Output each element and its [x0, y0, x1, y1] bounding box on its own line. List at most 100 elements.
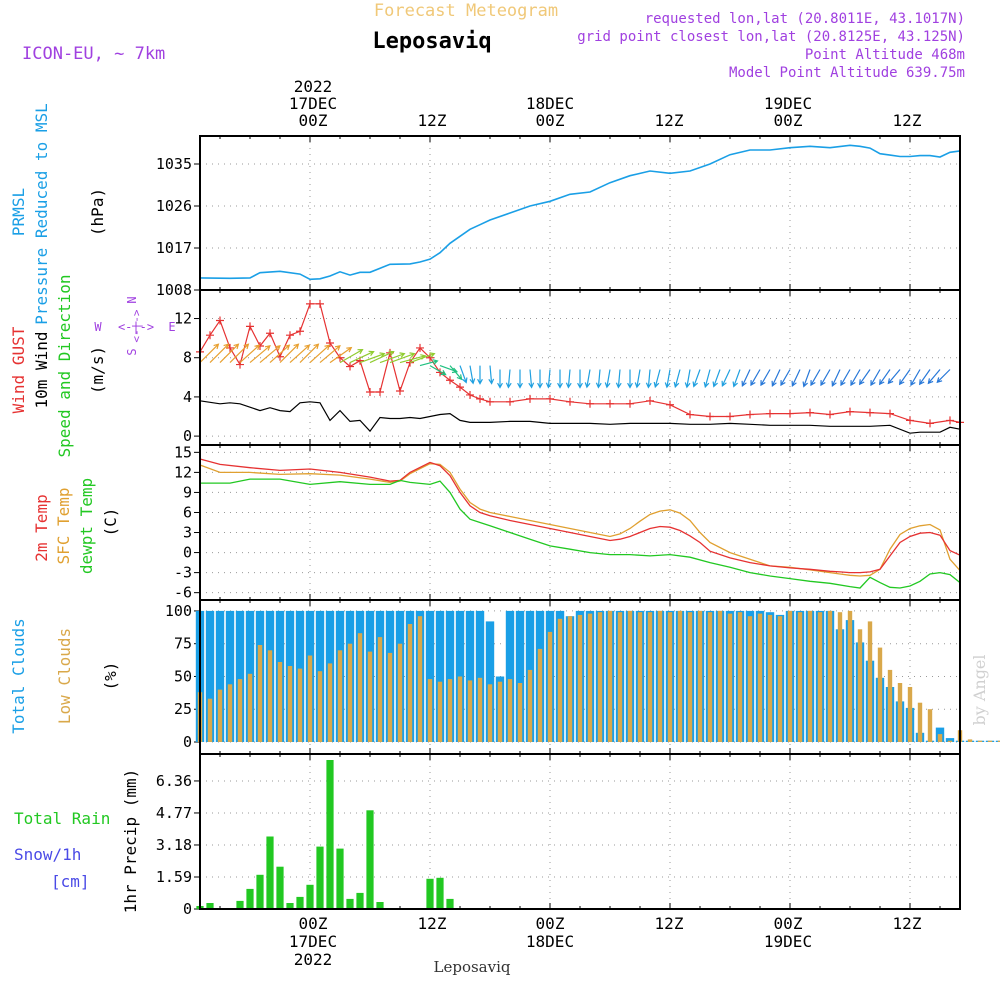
low-cloud-bar [417, 616, 423, 742]
wind-direction-arrow [692, 369, 701, 388]
rain-bar [246, 888, 254, 909]
wind-direction-arrow [429, 365, 447, 376]
temp-dewpt-line [200, 478, 961, 589]
wind-direction-arrow [449, 365, 463, 381]
label-hpa: (hPa) [88, 188, 107, 236]
low-cloud-bar [247, 673, 253, 742]
wind-direction-arrow [459, 365, 468, 384]
low-cloud-bar [877, 647, 883, 742]
wind-direction-arrow [858, 369, 871, 386]
label-speed-direction: Speed and Direction [55, 274, 74, 457]
wind-direction-arrow [712, 369, 721, 388]
low-cloud-bar [647, 612, 653, 742]
wind-direction-arrow [615, 369, 622, 389]
wind-gust-point [546, 394, 554, 403]
wind-direction-arrow [878, 369, 891, 386]
wind-direction-arrow [898, 369, 911, 386]
day-label-17dec-top: 17DEC [289, 94, 337, 113]
wind-gust-point [866, 408, 874, 417]
low-cloud-bar [227, 684, 233, 742]
wind-direction-arrow [299, 343, 320, 364]
total-cloud-bar [215, 610, 225, 742]
wind-direction-arrow [684, 369, 691, 389]
wind-direction-arrow [936, 369, 951, 384]
day-label-18dec-bottom: 18DEC [526, 932, 574, 951]
wind-direction-arrow [329, 346, 353, 364]
low-cloud-bar [217, 689, 223, 742]
low-cloud-bar [737, 612, 743, 742]
wind-direction-arrow [269, 344, 291, 364]
wind-gust-point [606, 399, 614, 408]
temperature-ytick-label: 9 [183, 483, 192, 501]
requested-coords: requested lon,lat (20.8011E, 43.1017N) [645, 11, 965, 27]
wind-gust-point [886, 409, 894, 418]
year-label-top: 2022 [294, 77, 333, 96]
rain-bar [266, 836, 274, 909]
wind-gust-point [366, 388, 374, 397]
clouds-ytick-label: 75 [174, 635, 192, 653]
temperature-frame [199, 444, 961, 601]
wind-gust-point [206, 331, 214, 340]
temperature-ytick-label: -3 [174, 564, 192, 582]
wind-direction-arrow [279, 343, 300, 364]
low-cloud-bar [827, 610, 833, 742]
rain-bar [296, 896, 304, 909]
wind-direction-arrow [732, 369, 741, 388]
wind-gust-point [846, 407, 854, 416]
total-cloud-bar [205, 610, 215, 742]
tick-label-top-3: 12Z [655, 111, 684, 130]
temp-2m-line [199, 458, 961, 574]
pressure-ytick-label: 1035 [156, 155, 192, 173]
wind-direction-arrow [545, 369, 552, 389]
low-cloud-bar [787, 610, 793, 742]
low-cloud-bar [447, 679, 453, 742]
total-cloud-bar [435, 610, 445, 742]
wind-direction-arrow [653, 369, 661, 389]
wind-direction-arrow [820, 369, 831, 387]
low-cloud-bar [577, 614, 583, 742]
wind-gust-point [586, 399, 594, 408]
location-title: Leposaviq [372, 29, 491, 54]
low-cloud-bar [307, 655, 313, 742]
low-cloud-bar [727, 613, 733, 742]
tick-label-top-2: 00Z [536, 111, 565, 130]
low-cloud-bar [837, 612, 843, 742]
rain-bar [366, 810, 374, 909]
low-cloud-bar [967, 739, 973, 742]
wind-gust-point [396, 387, 404, 396]
label-sfc-temp: SFC Temp [54, 487, 73, 564]
temperature-panel: -6 -3 0 3 6 9 12 15 [174, 443, 960, 602]
low-cloud-bar [347, 643, 353, 742]
wind-direction-arrow [604, 369, 611, 389]
wind-gust-point [316, 299, 324, 308]
low-cloud-bar [907, 687, 913, 742]
wind-speed-line [199, 400, 961, 434]
low-cloud-bar [707, 612, 713, 742]
clouds-ytick-label: 0 [183, 733, 192, 751]
wind-gust-point [906, 416, 914, 425]
tick-label-bottom-5: 12Z [893, 914, 922, 933]
low-cloud-bar [377, 637, 383, 742]
wind-direction-arrow [741, 369, 751, 387]
low-cloud-bar [617, 612, 623, 742]
wind-direction-arrow [840, 369, 851, 387]
low-cloud-bar [767, 614, 773, 742]
wind-gust-point [216, 316, 224, 325]
wind-direction-arrow [771, 369, 781, 387]
wind-direction-arrow [831, 369, 841, 387]
low-cloud-bar [977, 740, 983, 742]
low-cloud-bar [537, 648, 543, 742]
clouds-ytick-label: 50 [174, 667, 192, 685]
wind-direction-arrow [339, 348, 364, 364]
product-title: Forecast Meteogram [374, 1, 558, 21]
low-cloud-bar [517, 683, 523, 742]
wind-ytick-label: 12 [174, 310, 192, 328]
wind-gust-point [376, 388, 384, 397]
tick-label-bottom-1: 12Z [418, 914, 447, 933]
rain-bar [376, 902, 384, 909]
wind-direction-arrow [209, 343, 230, 364]
wind-direction-arrow [627, 369, 633, 389]
wind-direction-arrow [810, 369, 821, 387]
low-cloud-bar [757, 613, 763, 742]
